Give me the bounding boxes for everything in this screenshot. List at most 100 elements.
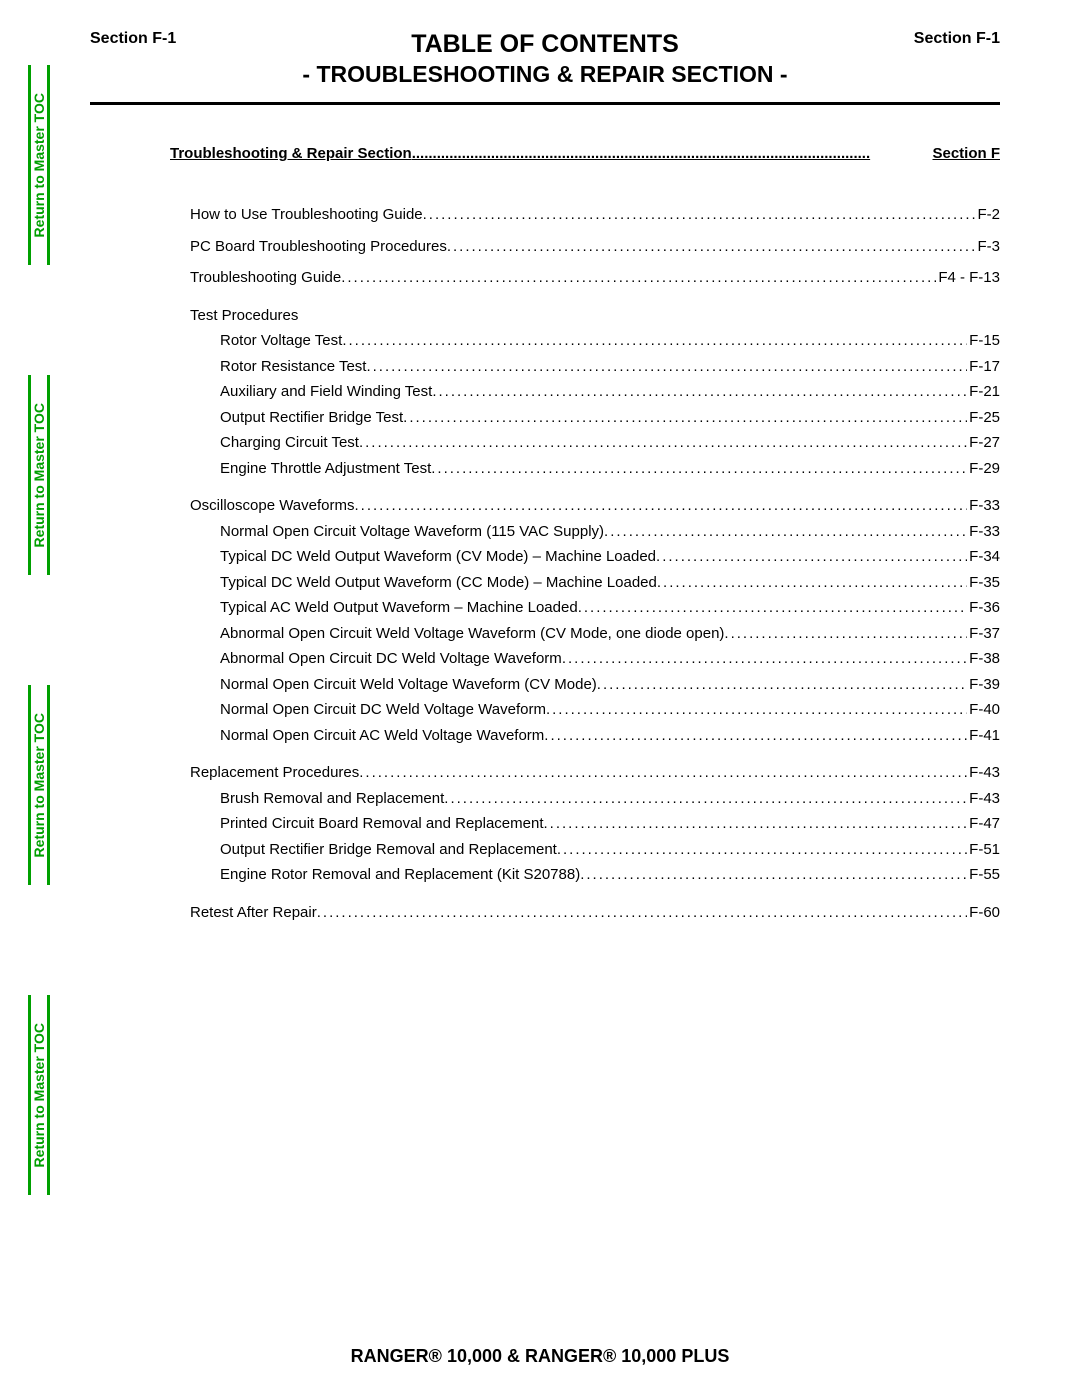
toc-entry[interactable]: Normal Open Circuit Voltage Waveform (11… bbox=[220, 519, 1000, 545]
page-title-line2: - Troubleshooting & Repair Section - bbox=[176, 61, 914, 88]
toc-label: Normal Open Circuit AC Weld Voltage Wave… bbox=[220, 723, 544, 749]
toc-label: Rotor Resistance Test bbox=[220, 354, 366, 380]
toc-page: F-37 bbox=[967, 621, 1000, 647]
toc-page: F-3 bbox=[976, 234, 1001, 260]
return-to-master-toc-tab[interactable]: Return to Master TOC bbox=[28, 995, 50, 1195]
toc-entry[interactable]: Auxiliary and Field Winding Test........… bbox=[220, 379, 1000, 405]
leader-dots: ........................................… bbox=[355, 493, 968, 519]
toc-page: F-41 bbox=[967, 723, 1000, 749]
toc-label: Normal Open Circuit Voltage Waveform (11… bbox=[220, 519, 604, 545]
toc-entry[interactable]: Troubleshooting Guide...................… bbox=[190, 265, 1000, 291]
toc-label: Brush Removal and Replacement bbox=[220, 786, 444, 812]
toc-entry[interactable]: Engine Throttle Adjustment Test.........… bbox=[220, 456, 1000, 482]
toc-page: F-39 bbox=[967, 672, 1000, 698]
toc-entry[interactable]: Retest After Repair ....................… bbox=[190, 900, 1000, 926]
leader-dots: ........................................… bbox=[431, 456, 967, 482]
toc-page: F-43 bbox=[967, 760, 1000, 786]
toc-label: Output Rectifier Bridge Test bbox=[220, 405, 403, 431]
toc-page: F-21 bbox=[967, 379, 1000, 405]
leader-dots: ........................................… bbox=[562, 646, 967, 672]
toc-entry[interactable]: Normal Open Circuit Weld Voltage Wavefor… bbox=[220, 672, 1000, 698]
leader-dots: ........................................… bbox=[544, 723, 967, 749]
section-label-right: Section F-1 bbox=[914, 30, 1000, 48]
toc-entry[interactable]: Typical DC Weld Output Waveform (CV Mode… bbox=[220, 544, 1000, 570]
toc-label: Abnormal Open Circuit Weld Voltage Wavef… bbox=[220, 621, 724, 647]
toc-entry[interactable]: Normal Open Circuit AC Weld Voltage Wave… bbox=[220, 723, 1000, 749]
section-label-left: Section F-1 bbox=[90, 30, 176, 48]
toc-entry[interactable]: Oscilloscope Waveforms .................… bbox=[190, 493, 1000, 519]
toc-entry[interactable]: Replacement Procedures .................… bbox=[190, 760, 1000, 786]
toc-entry[interactable]: Charging Circuit Test...................… bbox=[220, 430, 1000, 456]
toc-page: F-27 bbox=[967, 430, 1000, 456]
leader-dots: ........................................… bbox=[578, 595, 967, 621]
toc-label: PC Board Troubleshooting Procedures bbox=[190, 234, 447, 260]
return-to-master-toc-tab[interactable]: Return to Master TOC bbox=[28, 685, 50, 885]
toc-entry[interactable]: Output Rectifier Bridge Test............… bbox=[220, 405, 1000, 431]
toc-entry[interactable]: PC Board Troubleshooting Procedures.....… bbox=[190, 234, 1000, 260]
return-to-master-toc-tab[interactable]: Return to Master TOC bbox=[28, 375, 50, 575]
toc-entry[interactable]: Engine Rotor Removal and Replacement (Ki… bbox=[220, 862, 1000, 888]
toc-page: F-33 bbox=[967, 519, 1000, 545]
toc-section-heading[interactable]: Troubleshooting & Repair Section .......… bbox=[170, 145, 1000, 162]
leader-dots: ........................................… bbox=[432, 379, 967, 405]
leader-dots: ........................................… bbox=[656, 544, 967, 570]
toc-page: F-17 bbox=[967, 354, 1000, 380]
return-to-master-toc-tab[interactable]: Return to Master TOC bbox=[28, 65, 50, 265]
side-tab-label: Return to Master TOC bbox=[31, 1023, 47, 1167]
toc-entry[interactable]: Output Rectifier Bridge Removal and Repl… bbox=[220, 837, 1000, 863]
toc-entry[interactable]: Abnormal Open Circuit Weld Voltage Wavef… bbox=[220, 621, 1000, 647]
toc-page: F-60 bbox=[967, 900, 1000, 926]
leader-dots: ........................................… bbox=[342, 328, 967, 354]
toc-label: Auxiliary and Field Winding Test bbox=[220, 379, 432, 405]
toc-page: F-51 bbox=[967, 837, 1000, 863]
toc-heading-page: Section F bbox=[932, 145, 1000, 162]
toc-label: Abnormal Open Circuit DC Weld Voltage Wa… bbox=[220, 646, 562, 672]
toc-label: Printed Circuit Board Removal and Replac… bbox=[220, 811, 544, 837]
leader-dots: ........................................… bbox=[359, 760, 967, 786]
page-content: Section F-1 Table of Contents - Troubles… bbox=[90, 30, 1000, 925]
toc-label: Troubleshooting Guide bbox=[190, 265, 341, 291]
toc-page: F-29 bbox=[967, 456, 1000, 482]
toc-entry[interactable]: Rotor Resistance Test...................… bbox=[220, 354, 1000, 380]
toc-entry[interactable]: Brush Removal and Replacement...........… bbox=[220, 786, 1000, 812]
toc-heading-label: Troubleshooting & Repair Section bbox=[170, 145, 412, 162]
toc-entry[interactable]: How to Use Troubleshooting Guide........… bbox=[190, 202, 1000, 228]
toc-page: F-34 bbox=[967, 544, 1000, 570]
toc-label: Output Rectifier Bridge Removal and Repl… bbox=[220, 837, 557, 863]
toc-label: Typical DC Weld Output Waveform (CC Mode… bbox=[220, 570, 657, 596]
toc-label: Rotor Voltage Test bbox=[220, 328, 342, 354]
toc-label: Retest After Repair bbox=[190, 900, 317, 926]
group-title-tests: Test Procedures bbox=[190, 303, 1000, 329]
toc-label: Normal Open Circuit Weld Voltage Wavefor… bbox=[220, 672, 597, 698]
toc-page: F-36 bbox=[967, 595, 1000, 621]
leader-dots: ........................................… bbox=[544, 811, 968, 837]
leader-dots: ........................................… bbox=[444, 786, 967, 812]
leader-dots: ........................................… bbox=[341, 265, 936, 291]
toc-label: Oscilloscope Waveforms bbox=[190, 493, 355, 519]
toc-label: Typical DC Weld Output Waveform (CV Mode… bbox=[220, 544, 656, 570]
leader-dots: ........................................… bbox=[557, 837, 967, 863]
toc-entry[interactable]: Printed Circuit Board Removal and Replac… bbox=[220, 811, 1000, 837]
toc-entry[interactable]: Normal Open Circuit DC Weld Voltage Wave… bbox=[220, 697, 1000, 723]
toc-entry[interactable]: Typical AC Weld Output Waveform – Machin… bbox=[220, 595, 1000, 621]
toc-label: Typical AC Weld Output Waveform – Machin… bbox=[220, 595, 578, 621]
title-block: Table of Contents - Troubleshooting & Re… bbox=[176, 30, 914, 88]
leader-dots: ........................................… bbox=[403, 405, 967, 431]
leader-dots: ........................................… bbox=[447, 234, 976, 260]
leader-dots: ........................................… bbox=[412, 145, 933, 162]
side-tab-label: Return to Master TOC bbox=[31, 713, 47, 857]
toc-page: F-33 bbox=[967, 493, 1000, 519]
toc-page: F-47 bbox=[967, 811, 1000, 837]
leader-dots: ........................................… bbox=[317, 900, 967, 926]
leader-dots: ........................................… bbox=[366, 354, 967, 380]
toc-page: F-38 bbox=[967, 646, 1000, 672]
toc-entry[interactable]: Abnormal Open Circuit DC Weld Voltage Wa… bbox=[220, 646, 1000, 672]
leader-dots: ........................................… bbox=[423, 202, 976, 228]
leader-dots: ........................................… bbox=[546, 697, 967, 723]
leader-dots: ........................................… bbox=[724, 621, 967, 647]
toc-entry[interactable]: Rotor Voltage Test......................… bbox=[220, 328, 1000, 354]
toc-label: Engine Rotor Removal and Replacement (Ki… bbox=[220, 862, 580, 888]
side-tab-label: Return to Master TOC bbox=[31, 93, 47, 237]
page-title-line1: Table of Contents bbox=[176, 30, 914, 59]
toc-entry[interactable]: Typical DC Weld Output Waveform (CC Mode… bbox=[220, 570, 1000, 596]
